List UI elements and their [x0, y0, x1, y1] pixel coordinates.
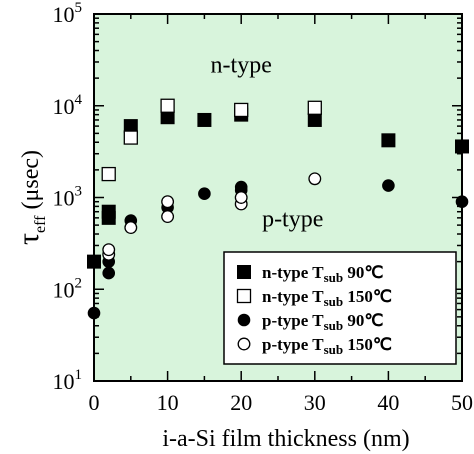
legend-prefix: p-type T [262, 311, 324, 330]
data-point-open-square [123, 130, 138, 145]
data-point-filled-circle [87, 306, 101, 320]
y-axis-title-group: τeff (μsec) [12, 150, 49, 245]
legend-entry: n-type Tsub 150℃ [262, 287, 392, 309]
x-tick-label: 0 [89, 390, 100, 415]
data-point-filled-square [101, 204, 116, 219]
y-tick-exponent: 2 [75, 275, 83, 291]
data-point-open-circle [161, 210, 175, 223]
y-tick-label: 105 [53, 0, 83, 27]
data-point-open-square [160, 98, 175, 113]
legend-subscript: sub [324, 318, 344, 333]
legend-entry: p-type Tsub 90℃ [262, 311, 383, 333]
legend-entry: p-type Tsub 150℃ [262, 335, 392, 357]
data-point-filled-circle [455, 195, 469, 208]
y-tick-exponent: 1 [75, 367, 83, 383]
y-tick-base: 10 [53, 369, 75, 394]
y-tick-exponent: 4 [75, 92, 83, 108]
y-tick-base: 10 [53, 277, 75, 302]
x-tick-label: 20 [230, 390, 252, 415]
legend-subscript: sub [324, 294, 344, 309]
data-point-open-circle [234, 191, 248, 204]
y-tick-label: 103 [53, 184, 83, 211]
data-point-filled-square [197, 112, 212, 127]
annotation-label: n-type [211, 53, 272, 79]
legend-subscript: sub [324, 270, 344, 285]
y-tick-exponent: 5 [75, 0, 83, 16]
x-tick-label: 40 [377, 390, 399, 415]
legend-box [223, 251, 457, 365]
data-point-filled-square [381, 133, 396, 148]
y-tick-label: 104 [53, 92, 83, 119]
data-point-open-square [234, 102, 249, 118]
data-point-filled-circle [102, 266, 116, 280]
legend-suffix: 150℃ [343, 335, 392, 354]
data-point-open-square [307, 100, 322, 115]
y-axis-subscript: eff [32, 215, 49, 233]
data-point-filled-circle [382, 179, 395, 192]
data-point-filled-square [307, 112, 322, 127]
legend-suffix: 150℃ [343, 287, 392, 306]
legend-suffix: 90℃ [343, 311, 383, 330]
y-tick-label: 101 [53, 367, 83, 394]
series-filled-square [87, 107, 469, 269]
x-tick-label: 30 [304, 390, 326, 415]
y-axis-symbol: τ [12, 233, 45, 245]
legend-prefix: n-type T [262, 287, 324, 306]
data-point-open-circle [124, 221, 138, 235]
y-tick-exponent: 3 [75, 184, 83, 200]
legend-marker-open-square [236, 288, 252, 304]
series-open-square [101, 98, 322, 182]
data-point-filled-square [455, 139, 469, 154]
x-tick-label: 50 [451, 390, 473, 415]
legend-suffix: 90℃ [343, 263, 383, 282]
annotation-label: p-type [262, 207, 323, 233]
data-point-filled-circle [198, 187, 211, 201]
legend-subscript: sub [324, 342, 344, 357]
legend-prefix: n-type T [262, 263, 324, 282]
series-open-circle [102, 172, 322, 261]
series-filled-circle [87, 179, 469, 320]
data-point-filled-square [87, 254, 101, 269]
legend-entry: n-type Tsub 90℃ [262, 263, 383, 285]
legend-marker-filled-circle [237, 313, 251, 327]
x-axis-title: i-a-Si film thickness (nm) [162, 426, 409, 452]
data-point-open-circle [161, 195, 175, 209]
legend-prefix: p-type T [262, 335, 324, 354]
data-point-open-square [101, 166, 116, 182]
data-point-open-circle [102, 243, 116, 257]
data-point-open-circle [308, 172, 322, 186]
legend-marker-open-circle [237, 337, 251, 351]
y-axis-units: (μsec) [18, 150, 44, 216]
y-tick-label: 102 [53, 275, 83, 302]
x-tick-label: 10 [157, 390, 179, 415]
y-tick-base: 10 [53, 2, 75, 27]
y-axis-title: τeff (μsec) [12, 150, 49, 245]
legend-marker-filled-square [237, 265, 251, 279]
y-tick-base: 10 [53, 186, 75, 211]
y-tick-base: 10 [53, 94, 75, 119]
